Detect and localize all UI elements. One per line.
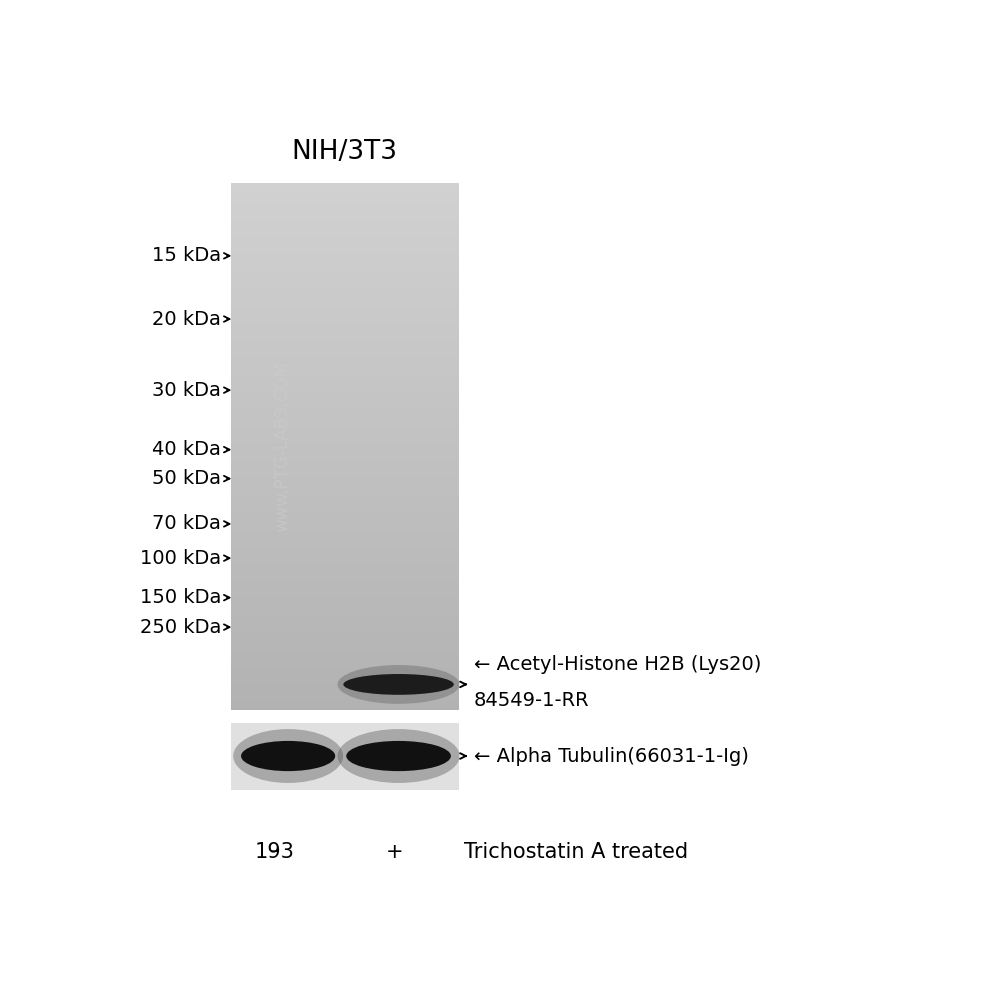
Ellipse shape — [338, 729, 460, 783]
Text: +: + — [386, 842, 404, 861]
Text: 40 kDa: 40 kDa — [152, 440, 221, 459]
Text: ← Alpha Tubulin(66031-1-Ig): ← Alpha Tubulin(66031-1-Ig) — [474, 747, 749, 766]
Text: 250 kDa: 250 kDa — [140, 618, 221, 637]
Text: 84549-1-RR: 84549-1-RR — [474, 691, 589, 710]
Ellipse shape — [338, 665, 460, 704]
Ellipse shape — [241, 741, 335, 771]
Text: 70 kDa: 70 kDa — [152, 514, 221, 533]
Text: 30 kDa: 30 kDa — [152, 381, 221, 400]
Text: www.PTG-LAB3.COM: www.PTG-LAB3.COM — [274, 361, 292, 532]
Text: -: - — [271, 842, 278, 861]
Ellipse shape — [233, 729, 343, 783]
Text: 50 kDa: 50 kDa — [152, 469, 221, 488]
Text: 100 kDa: 100 kDa — [140, 549, 221, 568]
Text: ← Acetyl-Histone H2B (Lys20): ← Acetyl-Histone H2B (Lys20) — [474, 655, 761, 674]
Text: NIH/3T3: NIH/3T3 — [291, 139, 397, 165]
Text: 193: 193 — [255, 842, 295, 861]
Ellipse shape — [346, 741, 451, 771]
Text: 20 kDa: 20 kDa — [152, 310, 221, 329]
Text: 15 kDa: 15 kDa — [152, 246, 221, 265]
Text: Trichostatin A treated: Trichostatin A treated — [464, 842, 689, 861]
Text: 150 kDa: 150 kDa — [140, 588, 221, 607]
Ellipse shape — [343, 674, 454, 695]
